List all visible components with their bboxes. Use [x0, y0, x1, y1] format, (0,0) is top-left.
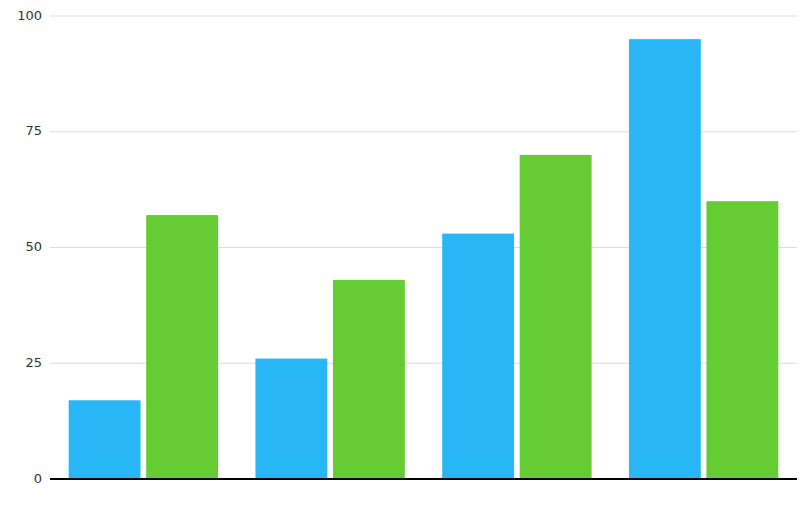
- bar: [629, 39, 701, 479]
- bar: [333, 280, 405, 479]
- bar: [146, 215, 218, 479]
- bar: [255, 359, 327, 479]
- y-tick-label: 75: [25, 123, 42, 138]
- grid-line: [50, 479, 797, 480]
- y-tick-label: 50: [25, 239, 42, 254]
- grid-line: [50, 16, 797, 17]
- bars: [69, 39, 779, 479]
- y-tick-label: 25: [25, 355, 42, 370]
- chart: 0 25 50 75 100: [0, 0, 809, 509]
- y-tick-label: 100: [17, 8, 42, 23]
- bar: [69, 400, 141, 479]
- chart-container: 0 25 50 75 100: [0, 0, 809, 509]
- bar: [442, 234, 514, 479]
- bar: [706, 201, 778, 479]
- bar: [520, 155, 592, 479]
- y-tick-label: 0: [34, 471, 42, 486]
- x-axis-line: [50, 478, 797, 480]
